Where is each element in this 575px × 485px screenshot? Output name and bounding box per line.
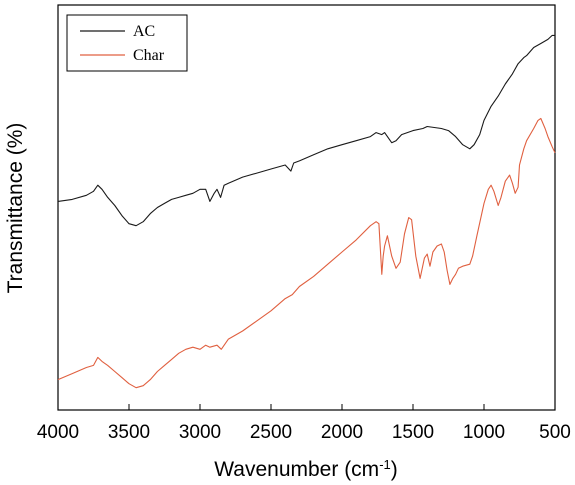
series-line-ac <box>57 34 555 227</box>
x-axis-title: Wavenumber (cm-1) <box>214 457 398 482</box>
x-tick-label: 500 <box>539 422 571 443</box>
x-tick-label: 4000 <box>37 422 79 443</box>
x-tick-label: 1000 <box>463 422 505 443</box>
plot-frame <box>57 4 556 411</box>
y-axis-title: Transmittance (%) <box>4 123 27 294</box>
x-axis-ticks: 4000 3500 3000 2500 2000 1500 1000 500 <box>37 404 571 443</box>
legend: AC Char <box>66 14 188 72</box>
x-tick-label: 2000 <box>321 422 363 443</box>
legend-label-ac: AC <box>133 23 155 40</box>
series-line-char <box>57 117 556 389</box>
x-tick-label: 1500 <box>392 422 434 443</box>
x-axis-title-sup: -1 <box>379 457 391 472</box>
x-tick-label: 2500 <box>250 422 292 443</box>
x-tick-label: 3500 <box>108 422 150 443</box>
legend-label-char: Char <box>133 47 165 64</box>
x-axis-title-end: ) <box>391 458 398 481</box>
x-axis-title-main: Wavenumber (cm <box>214 458 379 481</box>
series-layer <box>57 34 556 389</box>
legend-box <box>66 14 188 72</box>
x-tick-label: 3000 <box>179 422 221 443</box>
